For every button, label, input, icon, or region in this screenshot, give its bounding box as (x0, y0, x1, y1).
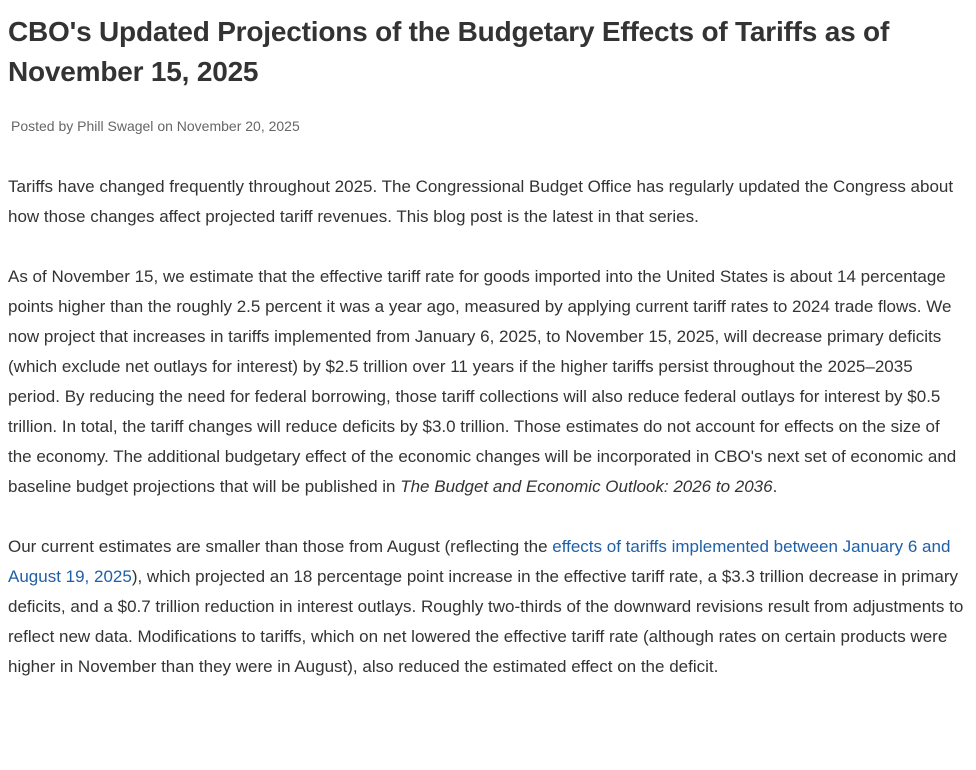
byline-author: Phill Swagel (77, 118, 154, 134)
byline-posted-by: Posted by (11, 118, 74, 134)
page-title: CBO's Updated Projections of the Budgeta… (8, 16, 890, 87)
august-tariffs-link[interactable]: effects of tariffs implemented between J… (8, 537, 951, 586)
article-body: Tariffs have changed frequently througho… (8, 172, 968, 682)
paragraph-estimates: As of November 15, we estimate that the … (8, 262, 968, 502)
byline-date: November 20, 2025 (176, 118, 300, 134)
paragraph-estimates-text: As of November 15, we estimate that the … (8, 267, 957, 496)
paragraph-comparison: Our current estimates are smaller than t… (8, 532, 968, 682)
byline: Posted by Phill Swagel on November 20, 2… (11, 116, 968, 136)
paragraph-comparison-after: ), which projected an 18 percentage poin… (8, 567, 964, 676)
paragraph-comparison-before: Our current estimates are smaller than t… (8, 537, 553, 556)
paragraph-estimates-end: . (772, 477, 778, 496)
byline-on: on (157, 118, 173, 134)
paragraph-intro: Tariffs have changed frequently througho… (8, 177, 954, 226)
publication-title: The Budget and Economic Outlook: 2026 to… (400, 477, 773, 496)
